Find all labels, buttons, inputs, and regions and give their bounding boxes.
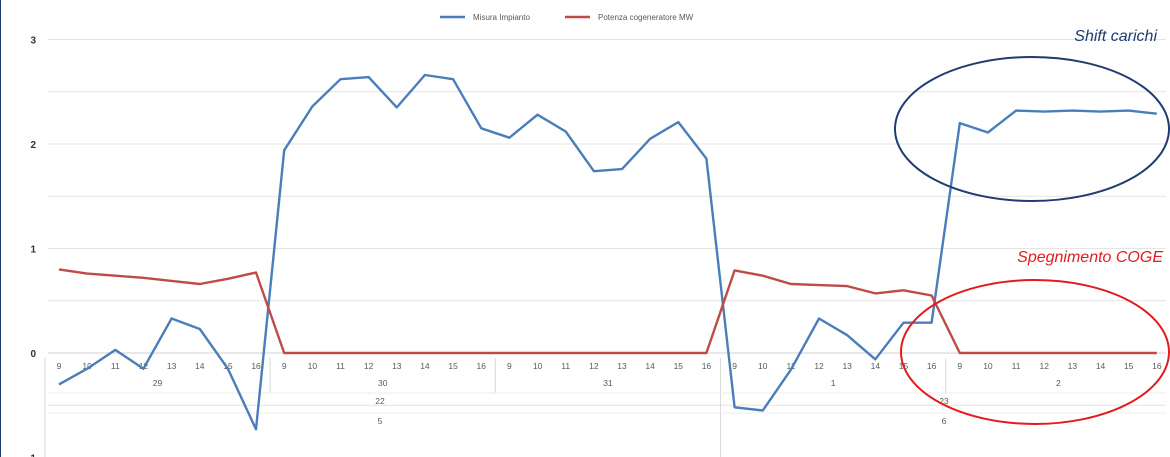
x-tick-label: 9 [57, 361, 62, 371]
day-label: 29 [153, 378, 163, 388]
x-tick-label: 16 [702, 361, 712, 371]
day-label: 1 [831, 378, 836, 388]
x-tick-label: 10 [983, 361, 993, 371]
series-line-misura-impianto [58, 73, 1157, 431]
x-tick-label: 13 [842, 361, 852, 371]
x-tick-label: 16 [477, 361, 487, 371]
annotations: Shift carichi Spegnimento COGE [894, 28, 1170, 425]
x-tick-label: 14 [195, 361, 205, 371]
x-axis: 9 10 11 12 13 14 15 16 9 10 11 12 13 14 15 16 9 10 11 12 13 1… [44, 358, 1166, 457]
y-tick-label: 3 [30, 36, 36, 47]
annotation-shift-carichi: Shift carichi [1074, 28, 1157, 45]
x-tick-label: 15 [223, 361, 233, 371]
x-tick-label: 12 [589, 361, 599, 371]
month-label: 5 [378, 416, 383, 426]
left-border [0, 0, 1, 457]
x-tick-label: 11 [336, 361, 345, 371]
legend: Misura Impianto Potenza cogeneratore MW [440, 13, 694, 22]
x-tick-label: 11 [561, 361, 570, 371]
y-tick-label: -1 [27, 454, 36, 457]
annotation-ellipse-red [900, 279, 1170, 425]
x-tick-label: 11 [1012, 361, 1021, 371]
x-tick-label: 14 [645, 361, 655, 371]
day-label: 30 [378, 378, 388, 388]
month-label: 6 [942, 416, 947, 426]
legend-label: Potenza cogeneratore MW [598, 13, 694, 22]
y-tick-label: 0 [30, 349, 36, 360]
x-tick-label: 9 [957, 361, 962, 371]
x-tick-label: 16 [927, 361, 937, 371]
x-tick-label: 11 [786, 361, 795, 371]
x-tick-label: 9 [507, 361, 512, 371]
x-tick-label: 12 [814, 361, 824, 371]
series-line-potenza-cogeneratore [58, 268, 1157, 355]
x-tick-label: 13 [1068, 361, 1078, 371]
y-axis-ticks: 3 2 1 0 -1 [27, 36, 36, 457]
x-tick-label: 10 [82, 361, 92, 371]
x-tick-label: 14 [420, 361, 430, 371]
x-tick-label: 13 [617, 361, 627, 371]
x-tick-label: 15 [448, 361, 458, 371]
x-tick-label: 16 [251, 361, 261, 371]
y-tick-label: 2 [30, 140, 36, 151]
x-tick-label: 9 [282, 361, 287, 371]
day-label: 2 [1056, 378, 1061, 388]
x-tick-label: 15 [674, 361, 684, 371]
x-tick-label: 14 [871, 361, 881, 371]
x-tick-label: 13 [392, 361, 402, 371]
x-tick-label: 14 [1096, 361, 1106, 371]
x-tick-label: 10 [533, 361, 543, 371]
x-tick-label: 12 [364, 361, 374, 371]
annotation-ellipse-blue [894, 56, 1170, 202]
annotation-spegnimento-coge: Spegnimento COGE [1017, 249, 1163, 266]
x-tick-label: 10 [758, 361, 768, 371]
week-label: 23 [939, 396, 949, 406]
x-tick-label: 9 [732, 361, 737, 371]
x-tick-label: 10 [308, 361, 318, 371]
x-tick-label: 15 [1124, 361, 1134, 371]
week-label: 22 [375, 396, 385, 406]
x-tick-label: 12 [1040, 361, 1050, 371]
x-tick-label: 16 [1152, 361, 1162, 371]
x-tick-label: 11 [111, 361, 120, 371]
x-tick-label: 13 [167, 361, 177, 371]
legend-label: Misura Impianto [473, 13, 530, 22]
day-label: 31 [603, 378, 613, 388]
y-tick-label: 1 [30, 245, 36, 256]
series-lines [58, 73, 1157, 431]
